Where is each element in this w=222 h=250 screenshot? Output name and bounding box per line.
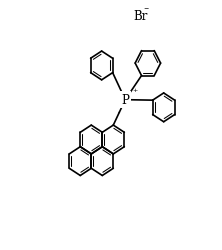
Text: P: P: [121, 94, 129, 107]
Text: $^+$: $^+$: [131, 87, 139, 96]
Text: Br: Br: [133, 10, 147, 23]
Text: $^-$: $^-$: [142, 5, 150, 14]
